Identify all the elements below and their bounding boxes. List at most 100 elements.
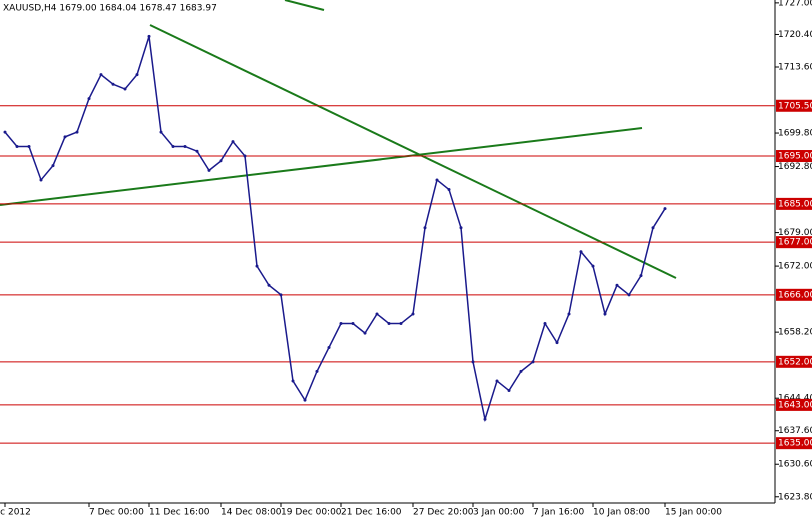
level-label: 1695.00 [778,152,812,162]
price-point [483,417,487,421]
trendline [0,127,643,206]
level-label: 1635.00 [778,439,812,449]
price-point [315,369,319,373]
price-point [111,82,115,86]
level-tag [776,197,812,210]
price-point [51,164,55,168]
y-tick-label: 1727.00 [778,0,812,8]
y-tick-label: 1713.60 [778,63,812,73]
x-tick-label: 10 Jan 08:00 [593,508,650,518]
price-point [651,226,655,230]
x-tick-label: 21 Dec 16:00 [341,508,402,518]
level-label: 1677.00 [778,238,812,248]
level-tag [776,150,812,163]
price-point [75,130,79,134]
price-point [195,149,199,153]
price-point [579,250,583,254]
trendline [149,24,677,279]
price-point [591,264,595,268]
price-point [555,341,559,345]
y-tick-label: 1630.60 [778,460,812,470]
price-point [63,135,67,139]
price-point [183,144,187,148]
price-point [459,226,463,230]
price-point [327,345,331,349]
x-tick-label: 7 Jan 16:00 [533,508,585,518]
level-label: 1643.00 [778,400,812,410]
price-point [135,73,139,77]
level-label: 1705.50 [778,101,812,111]
price-point [231,140,235,144]
x-tick-label: 15 Jan 00:00 [665,508,722,518]
price-point [87,97,91,101]
price-point [351,322,355,326]
price-point [411,312,415,316]
price-point [519,369,523,373]
price-point [663,207,667,211]
level-tag [776,355,812,368]
x-tick-label: 4 Dec 2012 [0,508,31,518]
price-point [123,87,127,91]
level-tag [776,288,812,301]
price-point [267,283,271,287]
price-point [99,73,103,77]
price-point [627,293,631,297]
price-point [447,188,451,192]
price-point [435,178,439,182]
price-point [291,379,295,383]
trendline [284,0,325,11]
level-label: 1652.00 [778,357,812,367]
x-tick-label: 7 Dec 00:00 [89,508,144,518]
price-point [3,130,7,134]
y-tick-label: 1658.20 [778,328,812,338]
y-tick-label: 1672.00 [778,262,812,272]
x-tick-label: 11 Dec 16:00 [149,508,210,518]
price-line [4,36,666,423]
price-point [207,168,211,172]
y-tick-label: 1637.60 [778,426,812,436]
price-point [387,322,391,326]
price-point [567,312,571,316]
y-tick-label: 1644.40 [778,394,812,404]
price-point [339,322,343,326]
price-point [219,159,223,163]
x-tick-label: 14 Dec 08:00 [221,508,282,518]
chart-title: XAUUSD,H4 1679.00 1684.04 1678.47 1683.9… [3,4,217,14]
price-point [615,283,619,287]
price-point [639,274,643,278]
price-point [423,226,427,230]
price-point [147,34,151,38]
x-tick-label: 27 Dec 20:00 [413,508,474,518]
price-point [279,293,283,297]
x-tick-label: 3 Jan 00:00 [473,508,525,518]
y-tick-label: 1720.40 [778,30,812,40]
level-tag [776,99,812,112]
y-tick-label: 1623.80 [778,492,812,502]
price-point [27,144,31,148]
price-point [171,144,175,148]
level-tag [776,236,812,249]
price-point [39,178,43,182]
level-tag [776,437,812,450]
price-point [543,322,547,326]
price-point [375,312,379,316]
level-label: 1666.00 [778,290,812,300]
price-point [303,398,307,402]
price-point [243,154,247,158]
x-tick-label: 19 Dec 00:00 [281,508,342,518]
price-point [15,144,19,148]
level-label: 1685.00 [778,199,812,209]
y-tick-label: 1699.80 [778,129,812,139]
price-point [603,312,607,316]
y-tick-label: 1679.00 [778,228,812,238]
y-tick-label: 1692.80 [778,162,812,172]
price-point [495,379,499,383]
price-point [363,331,367,335]
price-point [399,322,403,326]
level-tag [776,398,812,411]
price-point [507,389,511,393]
price-point [159,130,163,134]
